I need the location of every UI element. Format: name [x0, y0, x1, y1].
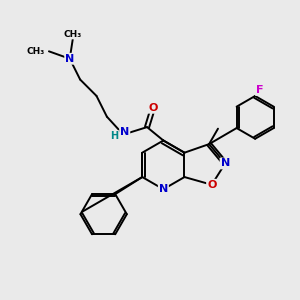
Text: O: O — [148, 103, 158, 113]
Text: CH₃: CH₃ — [64, 30, 82, 39]
Text: H: H — [110, 131, 118, 141]
Text: N: N — [120, 127, 129, 136]
Text: F: F — [256, 85, 263, 95]
Text: N: N — [159, 184, 168, 194]
Text: N: N — [65, 54, 74, 64]
Text: N: N — [220, 158, 230, 169]
Text: CH₃: CH₃ — [26, 47, 44, 56]
Text: O: O — [207, 180, 216, 190]
